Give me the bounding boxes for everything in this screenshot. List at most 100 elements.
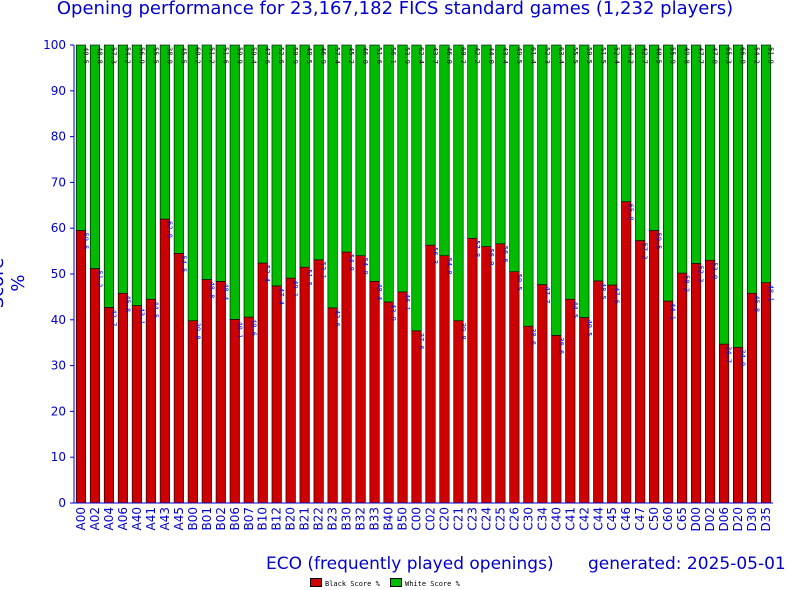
bar-white-B30	[341, 44, 352, 253]
bar-black-C60	[663, 300, 674, 504]
bar-white-C00	[411, 44, 422, 332]
legend-item-white: White Score %	[390, 578, 460, 588]
data-label-white-C45: 52.4	[613, 47, 621, 64]
x-axis-label: ECO (frequently played openings)	[266, 554, 554, 574]
bar-white-C40	[551, 44, 562, 336]
data-label-white-C25: 43.4	[501, 47, 509, 64]
x-tick-label-C45: C45	[605, 507, 619, 531]
data-label-white-A40: 56.9	[137, 47, 145, 64]
data-label-black-B33: 48.4	[375, 283, 383, 300]
bar-white-C02	[425, 44, 436, 246]
data-label-white-B30: 45.2	[347, 47, 355, 64]
chart-title: Opening performance for 23,167,182 FICS …	[56, 0, 734, 19]
bar-black-C44	[593, 280, 604, 504]
data-label-black-B21: 51.5	[305, 269, 313, 286]
x-tick-label-C42: C42	[577, 507, 591, 531]
x-tick-label-C40: C40	[549, 507, 563, 531]
data-label-white-D30: 54.2	[753, 47, 761, 64]
bar-black-C45	[607, 284, 618, 504]
data-label-black-B06: 40.1	[235, 321, 243, 338]
data-label-black-A06: 45.8	[123, 295, 131, 312]
data-label-white-B32: 46.0	[361, 47, 369, 64]
bar-white-C45	[607, 44, 618, 286]
bar-white-C42	[579, 44, 590, 318]
data-label-black-D00: 52.3	[697, 265, 705, 282]
data-label-black-A00: 59.5	[81, 232, 89, 249]
x-tick-label-D20: D20	[731, 507, 745, 532]
x-tick-label-D02: D02	[703, 507, 717, 532]
x-tick-label-B00: B00	[186, 507, 200, 531]
data-label-black-B20: 49.1	[291, 280, 299, 297]
legend: Black Score % White Score %	[310, 578, 466, 588]
x-tick-label-B33: B33	[368, 507, 382, 531]
data-label-white-C02: 43.7	[431, 47, 439, 64]
x-tick-label-C60: C60	[661, 507, 675, 531]
bar-white-C30	[523, 44, 534, 327]
bar-white-B01	[201, 44, 212, 280]
bar-black-C40	[551, 335, 562, 504]
data-label-black-B12: 47.4	[277, 288, 285, 305]
bar-black-C21	[453, 320, 464, 504]
data-label-white-A43: 38.0	[165, 47, 173, 64]
bar-black-D06	[719, 343, 730, 504]
data-label-black-A41: 44.5	[151, 301, 159, 318]
data-label-white-B50: 53.9	[403, 47, 411, 64]
bar-white-C26	[509, 44, 520, 273]
y-tick-label-20: 20	[51, 404, 66, 418]
data-label-white-C24: 44.0	[487, 47, 495, 64]
bar-white-B20	[285, 44, 296, 279]
bar-black-C24	[481, 246, 492, 504]
y-tick-label-90: 90	[51, 84, 66, 98]
data-label-black-A45: 54.5	[179, 255, 187, 272]
data-label-black-A02: 51.2	[95, 271, 103, 288]
data-label-black-B10: 52.4	[263, 265, 271, 282]
bar-black-B30	[341, 251, 352, 504]
data-label-white-C60: 55.9	[669, 47, 677, 64]
data-label-black-C65: 50.2	[683, 275, 691, 292]
data-label-black-C44: 48.5	[599, 283, 607, 300]
y-tick-label-0: 0	[58, 496, 66, 510]
x-tick-label-B10: B10	[256, 507, 270, 531]
bar-white-B23	[327, 44, 338, 309]
x-tick-label-C34: C34	[535, 507, 549, 531]
data-label-black-D30: 45.8	[753, 295, 761, 312]
x-tick-label-C25: C25	[493, 507, 507, 531]
generated-date-label: generated: 2025-05-01	[588, 554, 786, 574]
x-tick-label-B02: B02	[214, 507, 228, 531]
bar-black-C20	[439, 255, 450, 504]
x-tick-label-A06: A06	[116, 507, 130, 530]
bar-black-D00	[691, 263, 702, 504]
y-tick-label-80: 80	[51, 130, 66, 144]
data-label-black-C25: 56.6	[501, 246, 509, 263]
x-tick-label-A43: A43	[158, 507, 172, 530]
data-label-white-B06: 59.9	[235, 47, 243, 64]
bar-white-B06	[229, 44, 240, 320]
x-tick-label-B30: B30	[340, 507, 354, 531]
bar-black-D20	[732, 346, 744, 504]
bar-white-C60	[663, 44, 674, 302]
bar-white-D06	[719, 44, 730, 345]
data-label-white-A45: 45.5	[179, 47, 187, 64]
bar-black-B32	[355, 255, 366, 504]
bar-white-C21	[453, 44, 464, 322]
data-label-black-C23: 57.8	[473, 240, 481, 257]
y-tick-label-40: 40	[51, 313, 66, 327]
data-label-black-B50: 46.1	[403, 294, 411, 311]
data-label-black-C30: 38.6	[529, 328, 537, 345]
bar-white-C24	[481, 44, 492, 247]
bar-white-C46	[621, 44, 632, 202]
data-label-white-C30: 61.4	[529, 47, 537, 64]
y-tick-label-50: 50	[51, 267, 66, 281]
bar-black-A02	[89, 268, 101, 504]
data-label-white-D02: 47.0	[711, 47, 719, 64]
data-label-black-A04: 42.7	[109, 309, 117, 326]
data-label-black-C42: 40.5	[585, 320, 593, 337]
data-label-white-C50: 40.5	[655, 47, 663, 64]
bar-black-D35	[760, 282, 772, 504]
bar-black-B22	[313, 259, 324, 504]
bar-white-C23	[467, 44, 478, 239]
bar-black-C34	[537, 284, 548, 504]
data-label-black-B40: 43.9	[389, 304, 397, 321]
data-label-black-B23: 42.6	[333, 310, 341, 327]
